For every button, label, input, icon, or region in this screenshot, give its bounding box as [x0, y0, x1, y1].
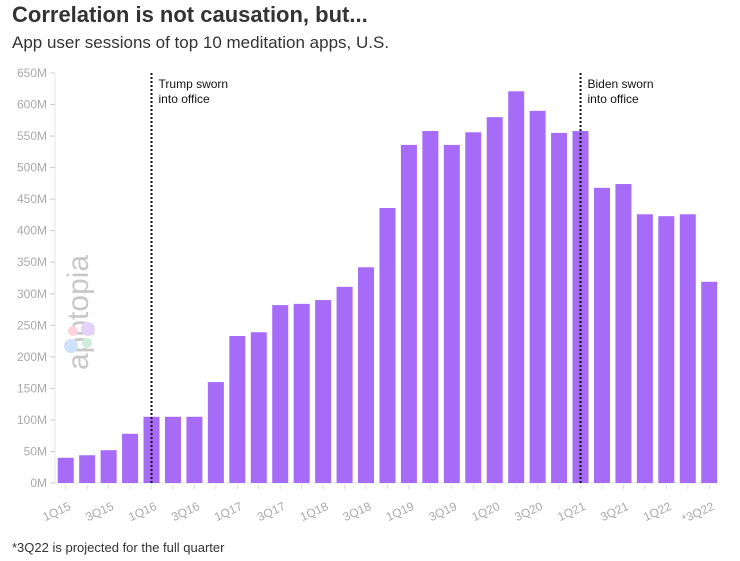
y-tick-label: 550M: [17, 129, 47, 143]
bar-1Q20: [486, 117, 503, 484]
bar-2Q15: [79, 455, 96, 483]
bar-2Q19: [422, 131, 439, 483]
bar-2Q17: [250, 332, 267, 483]
y-tick-label: 0M: [30, 476, 47, 490]
x-tick-label: 1Q16: [126, 499, 159, 524]
bar-4Q16: [207, 382, 224, 483]
logo-petal: [68, 326, 78, 336]
bar-3Q20: [529, 110, 546, 483]
bar-3Q16: [186, 416, 203, 483]
x-tick-label: 1Q22: [641, 499, 674, 524]
bar-2Q22: [679, 214, 696, 484]
x-tick-label: 3Q16: [169, 499, 202, 524]
y-tick-label: 500M: [17, 161, 47, 175]
y-tick-label: 300M: [17, 287, 47, 301]
bar-3Q15: [100, 450, 117, 483]
x-tick-label: 1Q18: [298, 499, 331, 524]
bar-2Q20: [508, 91, 525, 484]
y-tick-label: 450M: [17, 192, 47, 206]
footnote: *3Q22 is projected for the full quarter: [12, 540, 225, 555]
bar-1Q18: [315, 300, 332, 483]
bar-1Q15: [57, 457, 74, 483]
x-tick-label: 1Q20: [469, 499, 502, 524]
annotation-label: into office: [159, 92, 210, 106]
bar-*3Q22: [701, 281, 718, 483]
bar-3Q18: [358, 267, 375, 483]
y-tick-label: 100M: [17, 413, 47, 427]
x-tick-label: 3Q19: [427, 499, 460, 524]
bar-4Q17: [293, 303, 310, 483]
bar-2Q16: [164, 416, 181, 483]
bar-1Q21: [572, 131, 589, 483]
bar-1Q19: [400, 144, 417, 483]
annotation-label: Trump sworn: [159, 77, 229, 91]
bar-1Q22: [658, 216, 675, 483]
y-tick-label: 650M: [17, 66, 47, 80]
bar-3Q19: [443, 144, 460, 483]
x-tick-label: 1Q17: [212, 499, 245, 524]
x-tick-label: 3Q18: [341, 499, 374, 524]
x-tick-label: 3Q21: [598, 499, 631, 524]
bar-1Q17: [229, 336, 246, 483]
x-tick-label: 3Q15: [83, 499, 116, 524]
x-tick-label: 1Q15: [40, 499, 73, 524]
y-tick-label: 200M: [17, 350, 47, 364]
bar-2Q21: [593, 187, 610, 484]
annotation-label: Biden sworn: [588, 77, 654, 91]
logo-petal: [82, 338, 92, 348]
y-tick-label: 350M: [17, 255, 47, 269]
bar-3Q17: [272, 305, 289, 483]
annotation-label: into office: [588, 92, 639, 106]
bar-4Q15: [122, 433, 139, 483]
logo-petal: [81, 322, 95, 336]
chart-title: Correlation is not causation, but...: [12, 2, 368, 27]
bar-4Q19: [465, 132, 482, 484]
chart-subtitle: App user sessions of top 10 meditation a…: [12, 33, 390, 52]
bar-4Q18: [379, 207, 396, 483]
x-tick-label: 3Q20: [512, 499, 545, 524]
logo-petal: [64, 339, 78, 353]
y-tick-label: 250M: [17, 318, 47, 332]
watermark-logo-text: apptopia: [62, 255, 95, 370]
y-tick-label: 400M: [17, 224, 47, 238]
bar-3Q21: [615, 184, 632, 483]
y-tick-label: 600M: [17, 98, 47, 112]
bar-4Q20: [551, 132, 568, 483]
x-tick-label: *3Q22: [680, 499, 717, 526]
x-tick-label: 1Q19: [384, 499, 417, 524]
x-tick-label: 1Q21: [555, 499, 588, 524]
bar-4Q21: [636, 214, 653, 484]
x-tick-label: 3Q17: [255, 499, 288, 524]
y-tick-label: 150M: [17, 381, 47, 395]
bar-2Q18: [336, 286, 353, 483]
y-tick-label: 50M: [24, 444, 47, 458]
